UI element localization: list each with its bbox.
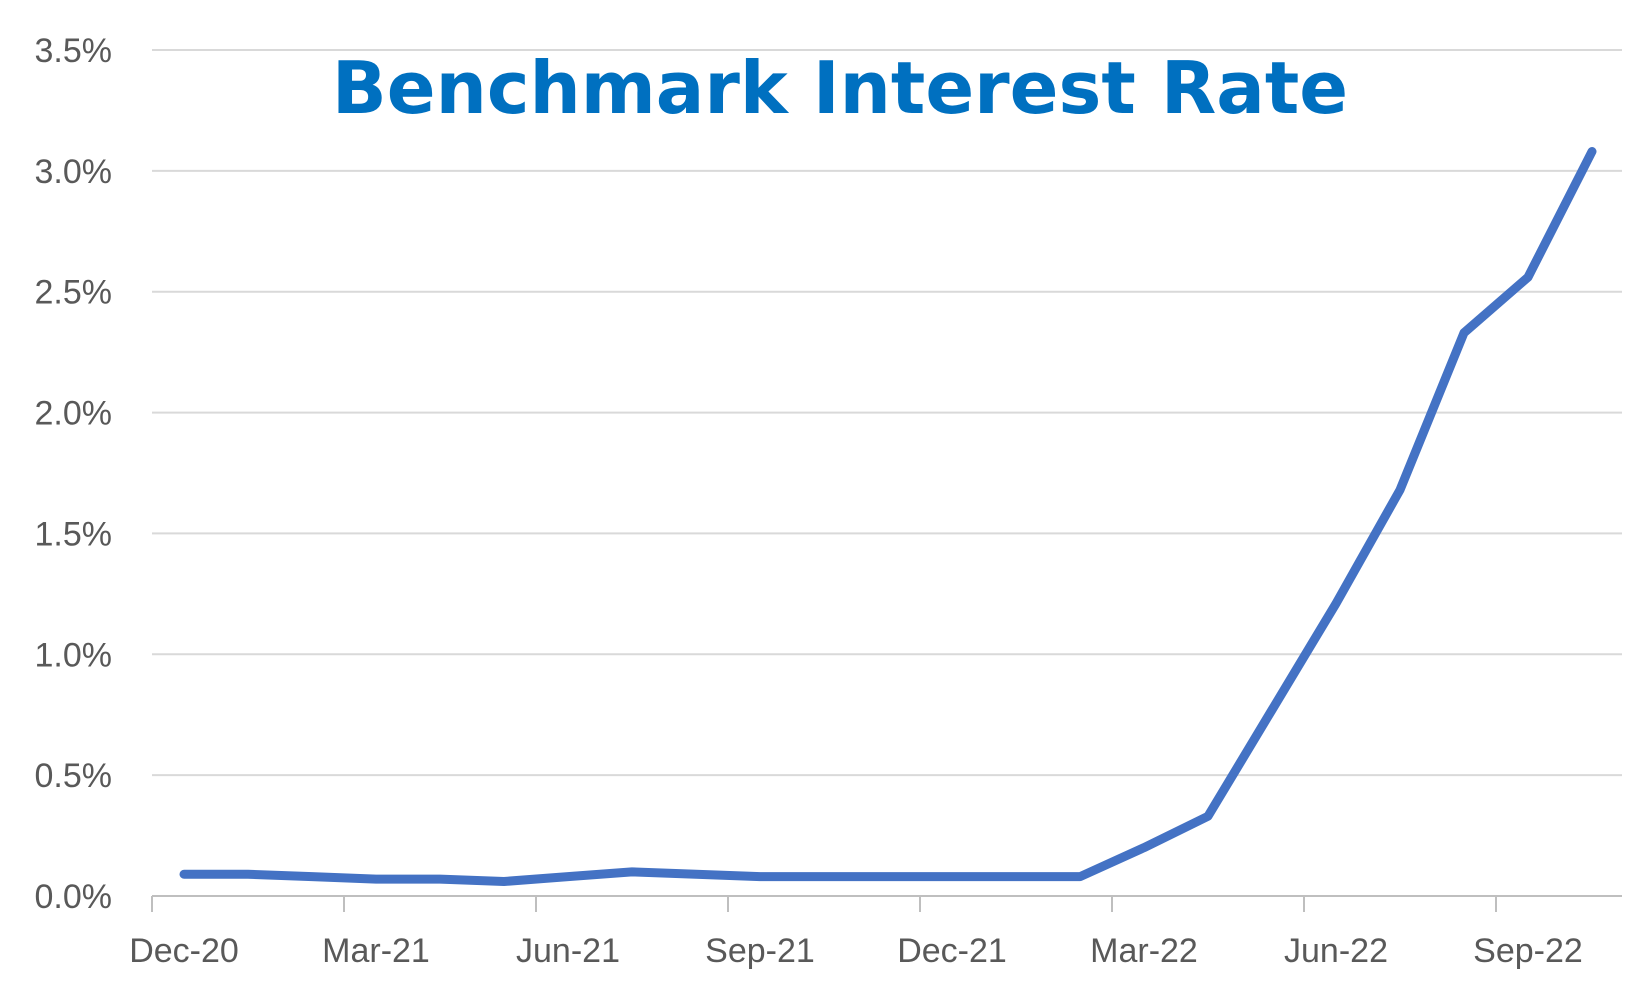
x-tick-label: Sep-21 [705,932,815,970]
y-tick-label: 3.5% [35,32,113,70]
y-tick-label: 0.0% [35,878,113,916]
chart-title: Benchmark Interest Rate [332,46,1348,130]
y-tick-label: 1.0% [35,636,113,674]
x-tick-label: Jun-22 [1284,932,1388,970]
x-tick-label: Jun-21 [516,932,620,970]
x-axis-ticks: Dec-20 Mar-21 Jun-21 Sep-21 Dec-21 Mar-22 Jun-… [129,896,1583,970]
y-tick-label: 2.5% [35,274,113,312]
y-tick-label: 0.5% [35,757,113,795]
y-tick-label: 2.0% [35,395,113,433]
x-tick-label: Mar-22 [1090,932,1198,970]
x-tick-label: Dec-21 [897,932,1007,970]
gridlines [152,49,1622,777]
series-layer [179,147,1597,886]
x-tick-label: Mar-21 [322,932,430,970]
y-tick-label: 1.5% [35,515,113,553]
y-axis-ticks: 0.0% 0.5% 1.0% 1.5% 2.0% 2.5% 3.0% 3.5% [35,32,113,916]
x-tick-label: Dec-20 [129,932,239,970]
y-tick-label: 3.0% [35,153,113,191]
series-line [179,147,1597,886]
x-tick-label: Sep-22 [1473,932,1583,970]
